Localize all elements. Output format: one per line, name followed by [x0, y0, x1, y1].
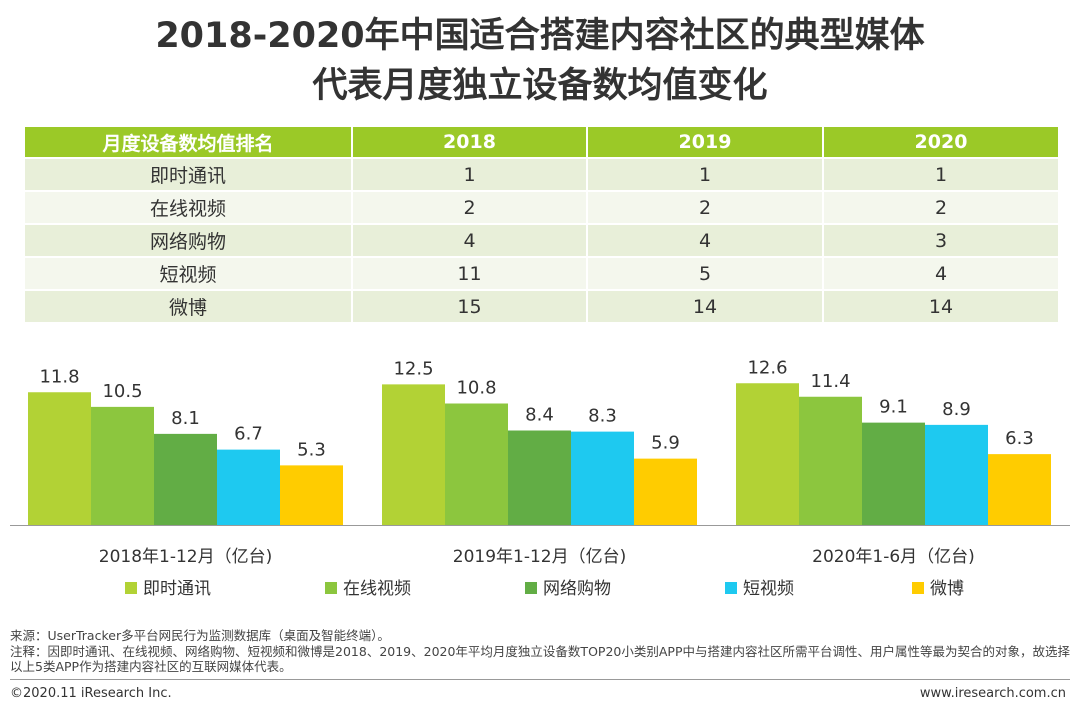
bar: [508, 430, 571, 525]
data-label: 10.8: [456, 378, 496, 399]
legend-label: 即时通讯: [143, 579, 211, 599]
legend-label: 网络购物: [543, 579, 611, 599]
x-tick-label: 2019年1-12月（亿台): [453, 547, 626, 567]
legend-label: 在线视频: [343, 579, 411, 599]
x-tick-label: 2020年1-6月（亿台): [812, 547, 975, 567]
table-cell-2018: 2: [351, 190, 587, 224]
bar: [988, 454, 1051, 525]
bar: [217, 449, 280, 525]
table-cell-2018: 1: [351, 157, 587, 191]
table-cell-name: 网络购物: [25, 223, 352, 257]
table-cell-2019: 2: [586, 190, 823, 224]
legend-swatch: [912, 582, 924, 594]
data-label: 12.6: [747, 357, 787, 378]
table-row: 网络购物 4 4 3: [25, 223, 1058, 257]
ranking-table: 月度设备数均值排名 2018 2019 2020 即时通讯 1 1 1 在线视频…: [25, 127, 1058, 322]
table-cell-2020: 2: [822, 190, 1058, 224]
data-label: 10.5: [102, 381, 142, 402]
chart-title-line2: 代表月度独立设备数均值变化: [312, 66, 768, 106]
bar: [91, 406, 154, 525]
table-cell-name: 在线视频: [25, 190, 352, 224]
table-row: 短视频 11 5 4: [25, 256, 1058, 290]
copyright: ©2020.11 iResearch Inc.: [10, 686, 172, 701]
table-row: 在线视频 2 2 2: [25, 190, 1058, 224]
data-label: 5.9: [651, 433, 680, 454]
data-label: 8.1: [171, 408, 200, 429]
table-cell-name: 即时通讯: [25, 157, 352, 191]
data-label: 9.1: [879, 397, 908, 418]
table-cell-2020: 14: [822, 289, 1058, 322]
table-cell-2018: 15: [351, 289, 587, 322]
data-label: 6.7: [234, 424, 263, 445]
bar: [634, 458, 697, 525]
footnote: 注释：因即时通讯、在线视频、网络购物、短视频和微博是2018、2019、2020…: [10, 644, 1070, 674]
table-cell-name: 短视频: [25, 256, 352, 290]
bar: [799, 396, 862, 525]
bar: [571, 431, 634, 525]
table-cell-2019: 5: [586, 256, 823, 290]
table-cell-2018: 4: [351, 223, 587, 257]
legend-swatch: [125, 582, 137, 594]
bar: [736, 383, 799, 525]
legend-label: 短视频: [743, 579, 794, 599]
bar: [382, 384, 445, 525]
legend-swatch: [525, 582, 537, 594]
data-label: 11.4: [810, 371, 850, 392]
table-cell-2019: 14: [586, 289, 823, 322]
table-cell-name: 微博: [25, 289, 352, 322]
data-label: 12.5: [393, 358, 433, 379]
table-cell-2020: 1: [822, 157, 1058, 191]
source-note: 来源：UserTracker多平台网民行为监测数据库（桌面及智能终端）。: [10, 628, 390, 643]
data-label: 8.9: [942, 399, 971, 420]
footer-divider: [10, 679, 1070, 680]
bar: [280, 465, 343, 525]
data-label: 5.3: [297, 439, 326, 460]
legend-label: 微博: [930, 579, 964, 599]
bar-chart: 11.8 10.5 8.1 6.7 5.3 2018年1-12月（亿台) 12.5 10.8 8…: [10, 357, 1070, 599]
data-label: 11.8: [39, 366, 79, 387]
bar: [862, 422, 925, 525]
x-tick-label: 2018年1-12月（亿台): [99, 547, 272, 567]
website-link[interactable]: www.iresearch.com.cn: [919, 686, 1066, 701]
table-header-2019: 2019: [586, 127, 823, 158]
table-header-2020: 2020: [822, 127, 1058, 158]
table-cell-2020: 3: [822, 223, 1058, 257]
bar: [445, 403, 508, 525]
bar: [925, 424, 988, 525]
table-row: 即时通讯 1 1 1: [25, 157, 1058, 191]
table-header-rank: 月度设备数均值排名: [25, 127, 352, 158]
table-row: 微博 15 14 14: [25, 289, 1058, 322]
data-label: 6.3: [1005, 428, 1034, 449]
data-label: 8.3: [588, 406, 617, 427]
table-cell-2018: 11: [351, 256, 587, 290]
bar: [154, 433, 217, 525]
data-label: 8.4: [525, 405, 554, 426]
table-cell-2019: 1: [586, 157, 823, 191]
chart-title-line1: 2018-2020年中国适合搭建内容社区的典型媒体: [155, 16, 925, 56]
table-cell-2020: 4: [822, 256, 1058, 290]
legend-swatch: [325, 582, 337, 594]
table-header-2018: 2018: [351, 127, 587, 158]
legend-swatch: [725, 582, 737, 594]
bar: [28, 392, 91, 525]
table-header-row: 月度设备数均值排名 2018 2019 2020: [25, 127, 1058, 158]
table-cell-2019: 4: [586, 223, 823, 257]
